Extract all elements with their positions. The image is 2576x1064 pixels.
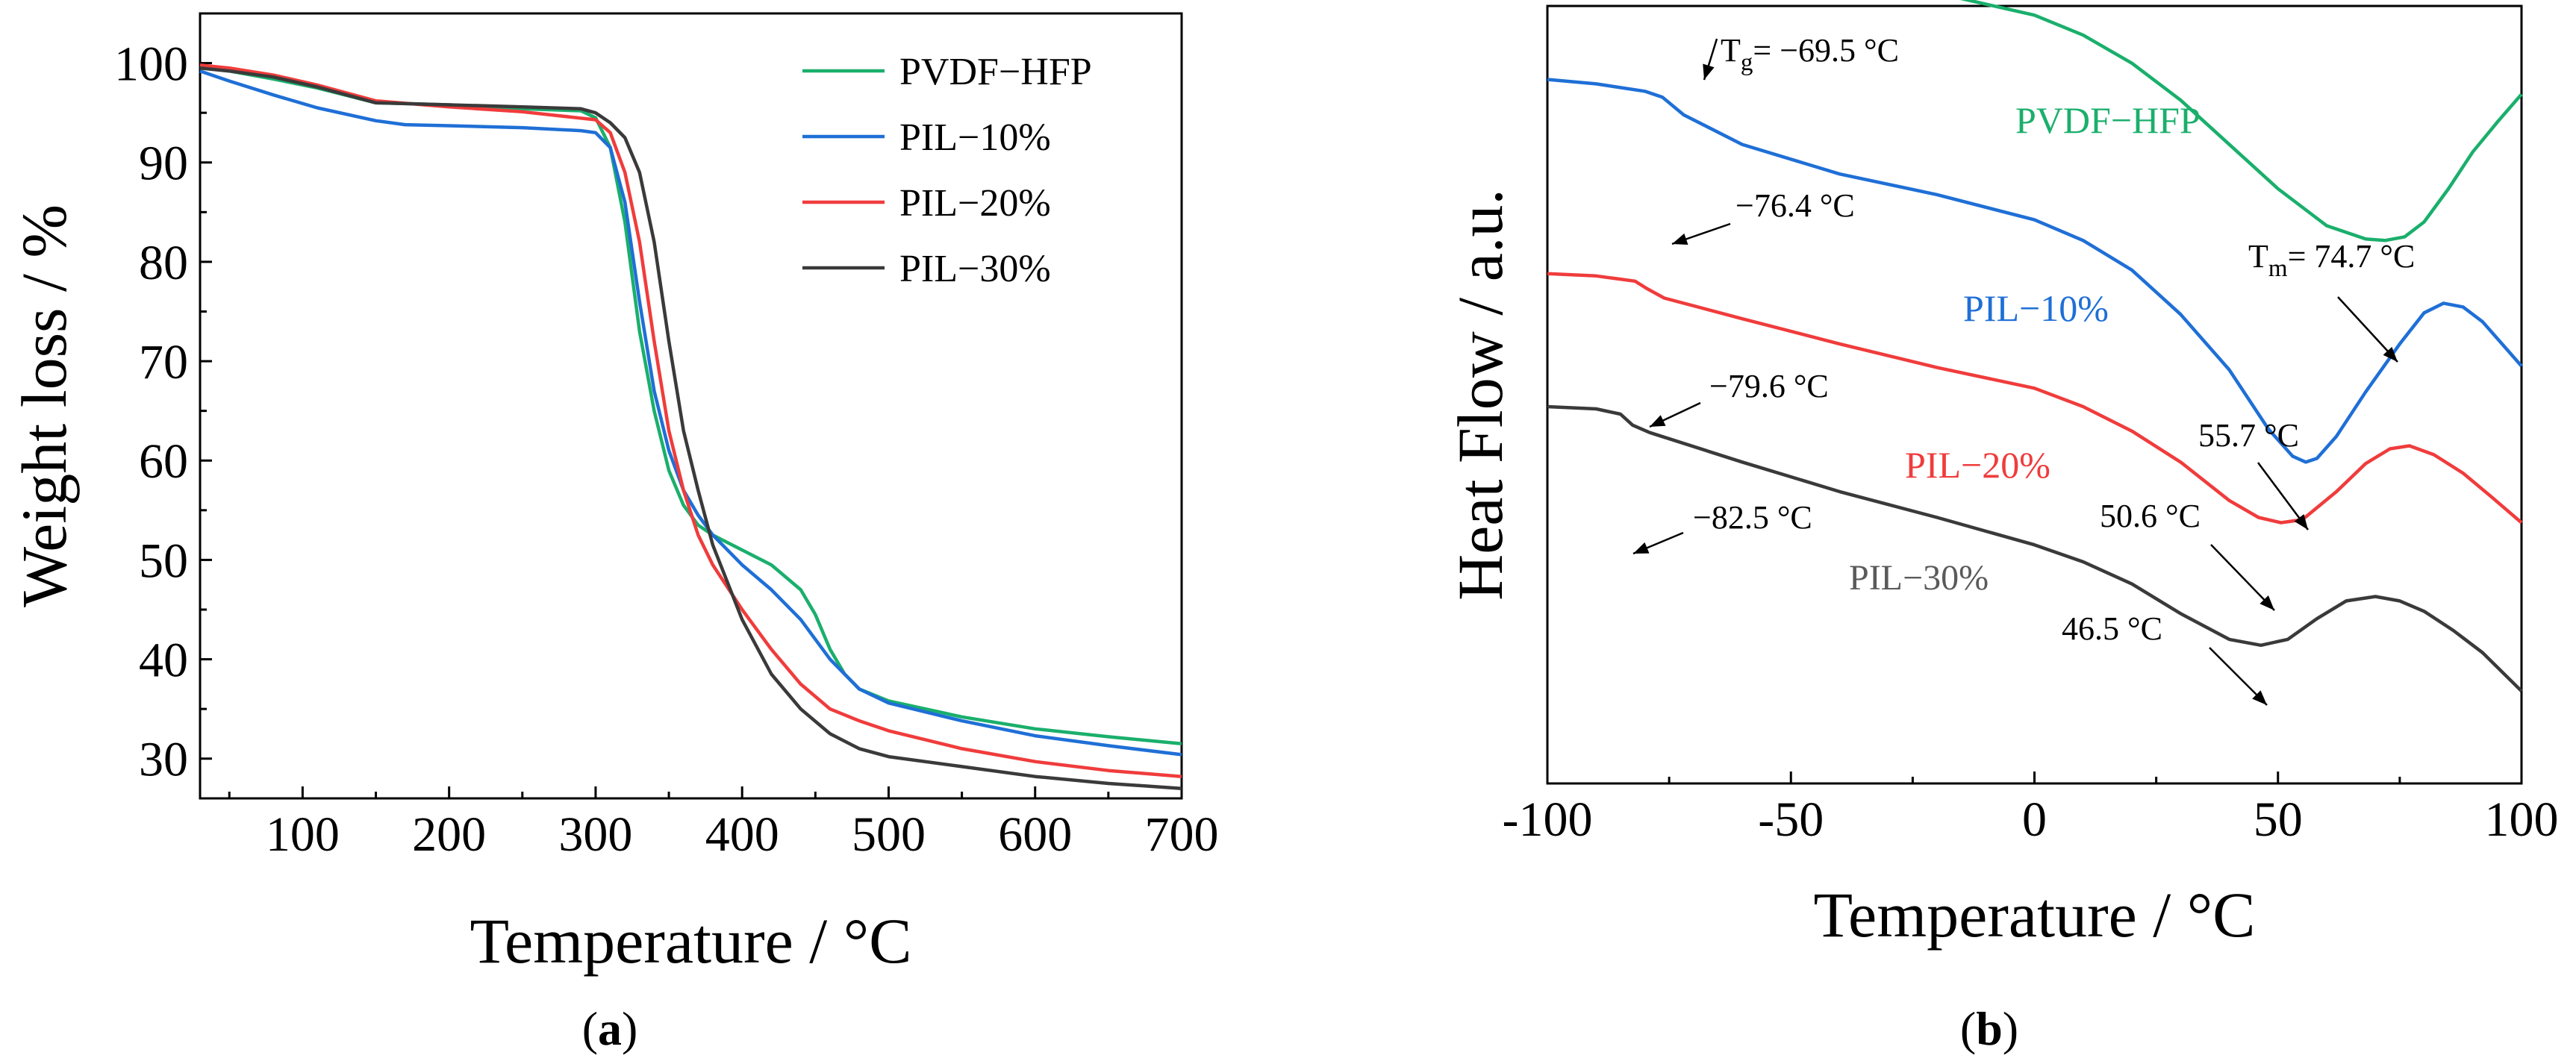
y-tick-label: 60: [139, 434, 188, 489]
series-label: PVDF−HFP: [2015, 99, 2201, 141]
svg-text:(b): (b): [1960, 1002, 2018, 1055]
y-tick-label: 40: [139, 633, 188, 688]
annotation-label: −82.5 °C: [1693, 499, 1812, 536]
panel-b-caption: (b): [1960, 1002, 2018, 1055]
tm-arrow-head: [2383, 346, 2398, 362]
x-tick-label: 500: [852, 807, 926, 862]
x-tick-label: 400: [705, 807, 779, 862]
x-tick-label: 50: [2254, 792, 2303, 847]
y-tick-label: 70: [139, 335, 188, 389]
series-line-2: [199, 69, 1182, 757]
panel-b-caption-letter: b: [1976, 1002, 2003, 1055]
panel-a-chart: 100 200 300 400 500 600 700 30 40 50 60 70 80 90 100 Te…: [8, 12, 1219, 977]
annotation-label: −79.6 °C: [1709, 368, 1829, 404]
x-tick-label: -100: [1503, 792, 1593, 847]
annotation-label: 46.5 °C: [2062, 610, 2162, 647]
panel-a-caption-letter: a: [598, 1002, 622, 1055]
x-axis-title: Temperature / °C: [470, 905, 912, 977]
series-line-3: [199, 63, 1182, 778]
tg-annotation-label: Tg= −69.5 °C: [1721, 32, 1899, 76]
series-label: PIL−30%: [1849, 558, 1989, 598]
tm-annotation-label: Tm= 74.7 °C: [2248, 238, 2415, 282]
x-tick-label: 700: [1145, 807, 1219, 862]
series-line-2: [1547, 78, 2523, 464]
x-axis-title: Temperature / °C: [1814, 879, 2256, 951]
legend-label: PIL−20%: [899, 182, 1051, 225]
svg-text:(a): (a): [582, 1002, 638, 1055]
annotation-arrow-head: [1672, 233, 1688, 245]
panel-b-chart: -100 -50 0 50 100 Temperature / °C Heat Flow /…: [1444, 0, 2559, 951]
panel-a-frame: [199, 12, 1183, 800]
series-line-4: [199, 66, 1182, 790]
y-axis-title: Heat Flow / a.u.: [1444, 189, 1516, 601]
annotation-label: 50.6 °C: [2100, 498, 2201, 534]
panel-a-caption: (a): [582, 1002, 638, 1055]
x-tick-label: 0: [2022, 792, 2047, 847]
x-tick-label: 600: [998, 807, 1072, 862]
tg-arrow-head: [1703, 63, 1715, 80]
annotation-arrow-head: [2252, 690, 2267, 705]
annotation-arrow-head: [2260, 595, 2274, 610]
x-tick-label: 300: [558, 807, 632, 862]
legend-label: PVDF−HFP: [899, 51, 1092, 93]
legend-label: PIL−30%: [899, 248, 1051, 290]
annotation-label: −76.4 °C: [1735, 187, 1855, 224]
x-tick-label: 100: [2485, 792, 2559, 847]
series-label: PIL−20%: [1905, 444, 2050, 486]
series-line-3: [1547, 272, 2523, 525]
y-tick-label: 90: [139, 137, 188, 191]
annotation-arrow-head: [2294, 514, 2308, 530]
legend-label: PIL−10%: [899, 116, 1051, 159]
y-tick-label: 80: [139, 236, 188, 290]
series-line-4: [1547, 404, 2523, 692]
annotation-arrow-head: [1650, 415, 1666, 427]
series-label: PIL−10%: [1963, 287, 2109, 329]
annotation-arrow: [2210, 544, 2275, 611]
series-line-1: [199, 65, 1182, 746]
y-tick-label: 100: [114, 37, 188, 92]
x-tick-label: 100: [266, 807, 340, 862]
annotation-label: 55.7 °C: [2198, 417, 2299, 454]
x-tick-label: -50: [1758, 792, 1824, 847]
y-axis-title: Weight loss / %: [8, 204, 80, 607]
y-tick-label: 30: [139, 733, 188, 787]
annotation-arrow-head: [1633, 542, 1650, 554]
series-line-1: [1959, 0, 2523, 242]
x-tick-label: 200: [412, 807, 486, 862]
y-tick-label: 50: [139, 533, 188, 588]
